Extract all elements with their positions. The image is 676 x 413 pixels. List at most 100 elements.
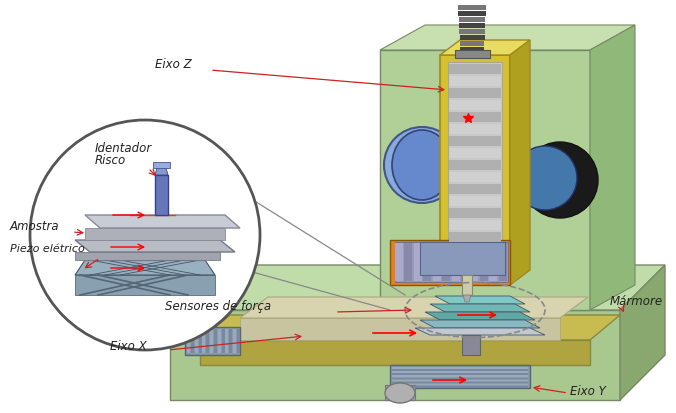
- Polygon shape: [420, 320, 540, 328]
- Polygon shape: [191, 329, 194, 353]
- Polygon shape: [380, 50, 590, 310]
- Polygon shape: [459, 29, 485, 34]
- Polygon shape: [458, 17, 485, 22]
- Polygon shape: [75, 260, 215, 275]
- Polygon shape: [200, 315, 620, 340]
- Polygon shape: [395, 242, 508, 282]
- Polygon shape: [449, 148, 501, 158]
- Polygon shape: [85, 228, 225, 240]
- Text: Eixo Z: Eixo Z: [155, 58, 191, 71]
- Polygon shape: [415, 328, 545, 335]
- Polygon shape: [218, 329, 221, 353]
- Polygon shape: [420, 242, 505, 275]
- Polygon shape: [449, 100, 501, 110]
- Polygon shape: [510, 40, 530, 285]
- Polygon shape: [449, 220, 501, 230]
- Polygon shape: [233, 329, 236, 353]
- Text: Sensores de força: Sensores de força: [165, 300, 271, 313]
- Polygon shape: [499, 243, 506, 281]
- Polygon shape: [449, 196, 501, 206]
- Polygon shape: [392, 377, 528, 379]
- Polygon shape: [452, 243, 460, 281]
- Polygon shape: [214, 329, 217, 353]
- Text: Risco: Risco: [95, 154, 126, 167]
- Polygon shape: [458, 11, 485, 16]
- Polygon shape: [459, 23, 485, 28]
- Polygon shape: [392, 369, 528, 370]
- Polygon shape: [442, 243, 450, 281]
- Polygon shape: [440, 55, 510, 285]
- Polygon shape: [449, 256, 501, 266]
- Polygon shape: [392, 367, 528, 368]
- Polygon shape: [590, 25, 635, 310]
- Circle shape: [522, 142, 598, 218]
- Polygon shape: [229, 329, 233, 353]
- Polygon shape: [433, 243, 441, 281]
- Circle shape: [30, 120, 260, 350]
- Polygon shape: [470, 243, 479, 281]
- Polygon shape: [392, 375, 528, 377]
- Polygon shape: [449, 160, 501, 170]
- Polygon shape: [222, 329, 224, 353]
- Polygon shape: [404, 243, 412, 281]
- Polygon shape: [240, 297, 588, 318]
- Circle shape: [384, 127, 460, 203]
- Polygon shape: [390, 240, 510, 285]
- Polygon shape: [226, 329, 228, 353]
- Polygon shape: [390, 365, 530, 388]
- Ellipse shape: [385, 383, 415, 403]
- Polygon shape: [392, 371, 528, 373]
- Polygon shape: [449, 124, 501, 134]
- Text: Eixo X: Eixo X: [110, 340, 147, 353]
- Polygon shape: [423, 243, 431, 281]
- Ellipse shape: [392, 130, 452, 200]
- Polygon shape: [392, 384, 528, 385]
- Polygon shape: [449, 208, 501, 218]
- Polygon shape: [460, 41, 484, 46]
- Text: Eixo Y: Eixo Y: [570, 385, 606, 398]
- Polygon shape: [210, 329, 213, 353]
- Text: Piezo elétrico: Piezo elétrico: [10, 244, 84, 254]
- Polygon shape: [392, 386, 528, 387]
- Polygon shape: [449, 268, 501, 278]
- Polygon shape: [449, 88, 501, 98]
- Polygon shape: [206, 329, 210, 353]
- Polygon shape: [200, 340, 590, 365]
- Polygon shape: [202, 329, 206, 353]
- Polygon shape: [449, 244, 501, 254]
- Polygon shape: [462, 275, 472, 295]
- Polygon shape: [392, 373, 528, 375]
- Polygon shape: [170, 310, 620, 400]
- Polygon shape: [449, 184, 501, 194]
- Circle shape: [513, 146, 577, 210]
- Polygon shape: [448, 62, 502, 278]
- Polygon shape: [449, 232, 501, 242]
- Polygon shape: [385, 385, 415, 400]
- Polygon shape: [187, 329, 190, 353]
- Polygon shape: [380, 25, 635, 50]
- Polygon shape: [462, 335, 480, 355]
- Polygon shape: [463, 295, 471, 302]
- Polygon shape: [449, 172, 501, 182]
- Polygon shape: [75, 240, 235, 252]
- Polygon shape: [75, 275, 215, 295]
- Polygon shape: [155, 168, 168, 175]
- Polygon shape: [199, 329, 201, 353]
- Polygon shape: [449, 64, 501, 74]
- Polygon shape: [480, 243, 488, 281]
- Polygon shape: [185, 327, 240, 355]
- Polygon shape: [620, 265, 665, 400]
- Polygon shape: [449, 112, 501, 122]
- Polygon shape: [455, 50, 490, 58]
- Polygon shape: [449, 76, 501, 86]
- Polygon shape: [461, 243, 469, 281]
- Polygon shape: [155, 175, 168, 215]
- Polygon shape: [237, 329, 240, 353]
- Text: Amostra: Amostra: [10, 220, 59, 233]
- Polygon shape: [458, 5, 486, 10]
- Polygon shape: [435, 296, 525, 304]
- Polygon shape: [395, 243, 403, 281]
- Polygon shape: [170, 265, 665, 310]
- Polygon shape: [460, 47, 484, 52]
- Polygon shape: [440, 40, 530, 55]
